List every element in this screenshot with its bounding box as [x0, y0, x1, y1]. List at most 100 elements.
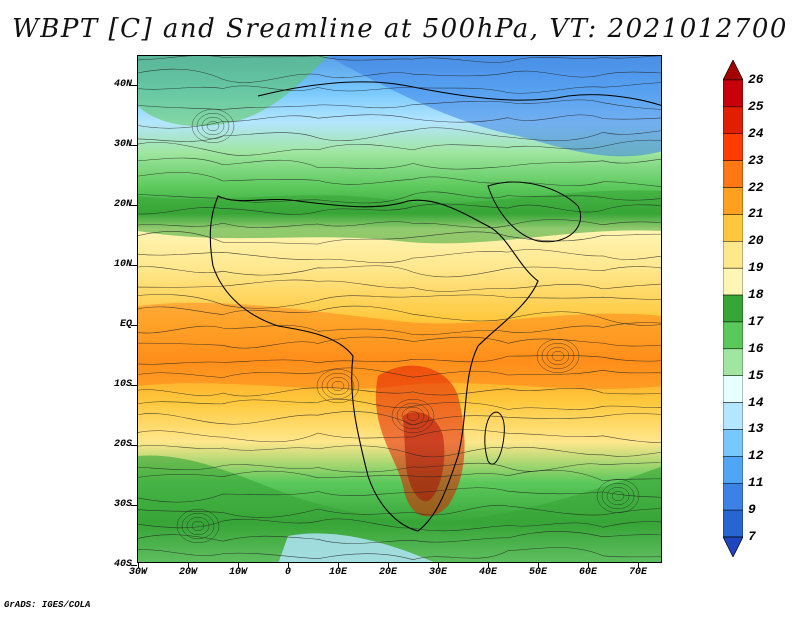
lon-label: 30E [428, 567, 447, 578]
streamline-swirl [206, 120, 220, 132]
streamline [138, 265, 661, 278]
colorbar-segment [723, 294, 743, 323]
streamline [138, 399, 661, 410]
lat-tick [131, 445, 137, 446]
streamline-swirl [181, 512, 215, 540]
colorbar-segment [723, 267, 743, 296]
lat-tick [131, 145, 137, 146]
streamline [138, 429, 661, 443]
streamline [138, 505, 661, 518]
streamline [138, 547, 661, 560]
streamline-swirl [551, 350, 565, 362]
lat-tick [131, 205, 137, 206]
lat-label: 10S [113, 379, 132, 390]
map-title: WBPT [C] and Sreamline at 500hPa, VT: 20… [12, 14, 788, 44]
credit-text: GrADS: IGES/COLA [4, 600, 91, 610]
streamline-swirl [541, 342, 575, 370]
colorbar-label: 25 [748, 98, 764, 114]
streamline-swirl [201, 116, 225, 136]
colorbar-label: 15 [748, 367, 764, 383]
lon-label: 70E [628, 567, 647, 578]
cold-region-north [328, 56, 661, 157]
colorbar-segment [723, 79, 743, 108]
colorbar-bottom-arrow [723, 536, 743, 557]
lon-label: 10W [228, 567, 247, 578]
streamline-swirl [396, 402, 430, 430]
lon-tick [638, 563, 639, 568]
streamline-swirl [321, 372, 355, 400]
streamline [138, 294, 661, 309]
lat-tick [131, 265, 137, 266]
lon-label: 0 [284, 567, 291, 578]
lat-label: 20N [113, 199, 132, 210]
streamline [138, 157, 661, 170]
colorbar-label: 14 [748, 394, 764, 410]
colorbar [723, 60, 743, 557]
streamlines [138, 56, 661, 560]
cool-region-south [278, 533, 434, 562]
colorbar-segment [723, 456, 743, 484]
green-region-south [138, 455, 661, 562]
hot-core-south-africa [375, 365, 465, 517]
lon-label: 40E [478, 567, 497, 578]
streamline-swirl [316, 368, 360, 404]
streamline [138, 469, 661, 482]
streamline-swirl [606, 486, 630, 506]
map-panel [137, 55, 662, 563]
streamline [138, 367, 661, 378]
colorbar-label: 13 [748, 421, 764, 437]
lat-tick [131, 505, 137, 506]
streamline [138, 172, 661, 187]
lon-tick [338, 563, 339, 568]
streamline-swirl [331, 380, 345, 392]
streamline [138, 219, 661, 229]
lat-label: 30S [113, 499, 132, 510]
colorbar-segment [723, 133, 743, 161]
colorbar-segment [723, 402, 743, 430]
colorbar-label: 21 [748, 206, 764, 222]
streamline [138, 191, 661, 204]
lon-tick [388, 563, 389, 568]
colorbar-label: 24 [748, 125, 764, 141]
colorbar-segment [723, 106, 743, 135]
colorbar-label: 23 [748, 152, 764, 168]
lat-tick [131, 565, 137, 566]
green-band-20n [138, 190, 661, 244]
streamline [138, 139, 661, 156]
streamline-swirl [326, 376, 350, 396]
streamline-swirl [191, 108, 235, 144]
lon-tick [538, 563, 539, 568]
streamline-swirl [406, 410, 420, 422]
lon-tick [288, 563, 289, 568]
streamline-swirl [596, 478, 640, 514]
lon-tick [238, 563, 239, 568]
streamline [138, 531, 661, 544]
streamline-swirl [176, 508, 220, 544]
streamline [138, 387, 661, 397]
colorbar-segment [723, 214, 743, 242]
colorbar-segment [723, 187, 743, 215]
lat-tick [131, 85, 137, 86]
colorbar-segment [723, 241, 743, 269]
colorbar-top-arrow [723, 60, 743, 81]
lon-tick [438, 563, 439, 568]
streamline [138, 56, 661, 63]
lon-label: 20W [178, 567, 197, 578]
lon-label: 60E [578, 567, 597, 578]
streamline [138, 68, 661, 83]
streamline-swirl [536, 338, 580, 374]
streamline-swirl [186, 516, 210, 536]
lat-label: 10N [113, 259, 132, 270]
streamline [138, 322, 661, 336]
streamline [138, 82, 661, 94]
lon-label: 10E [328, 567, 347, 578]
streamline [138, 336, 661, 349]
lat-label: 40N [113, 79, 132, 90]
africa-coastline [209, 195, 539, 532]
streamline [138, 99, 661, 110]
colorbar-segment [723, 429, 743, 457]
streamline-swirl [191, 520, 205, 532]
lat-label: 30N [113, 139, 132, 150]
streamline [138, 445, 661, 458]
lon-label: 30W [128, 567, 147, 578]
